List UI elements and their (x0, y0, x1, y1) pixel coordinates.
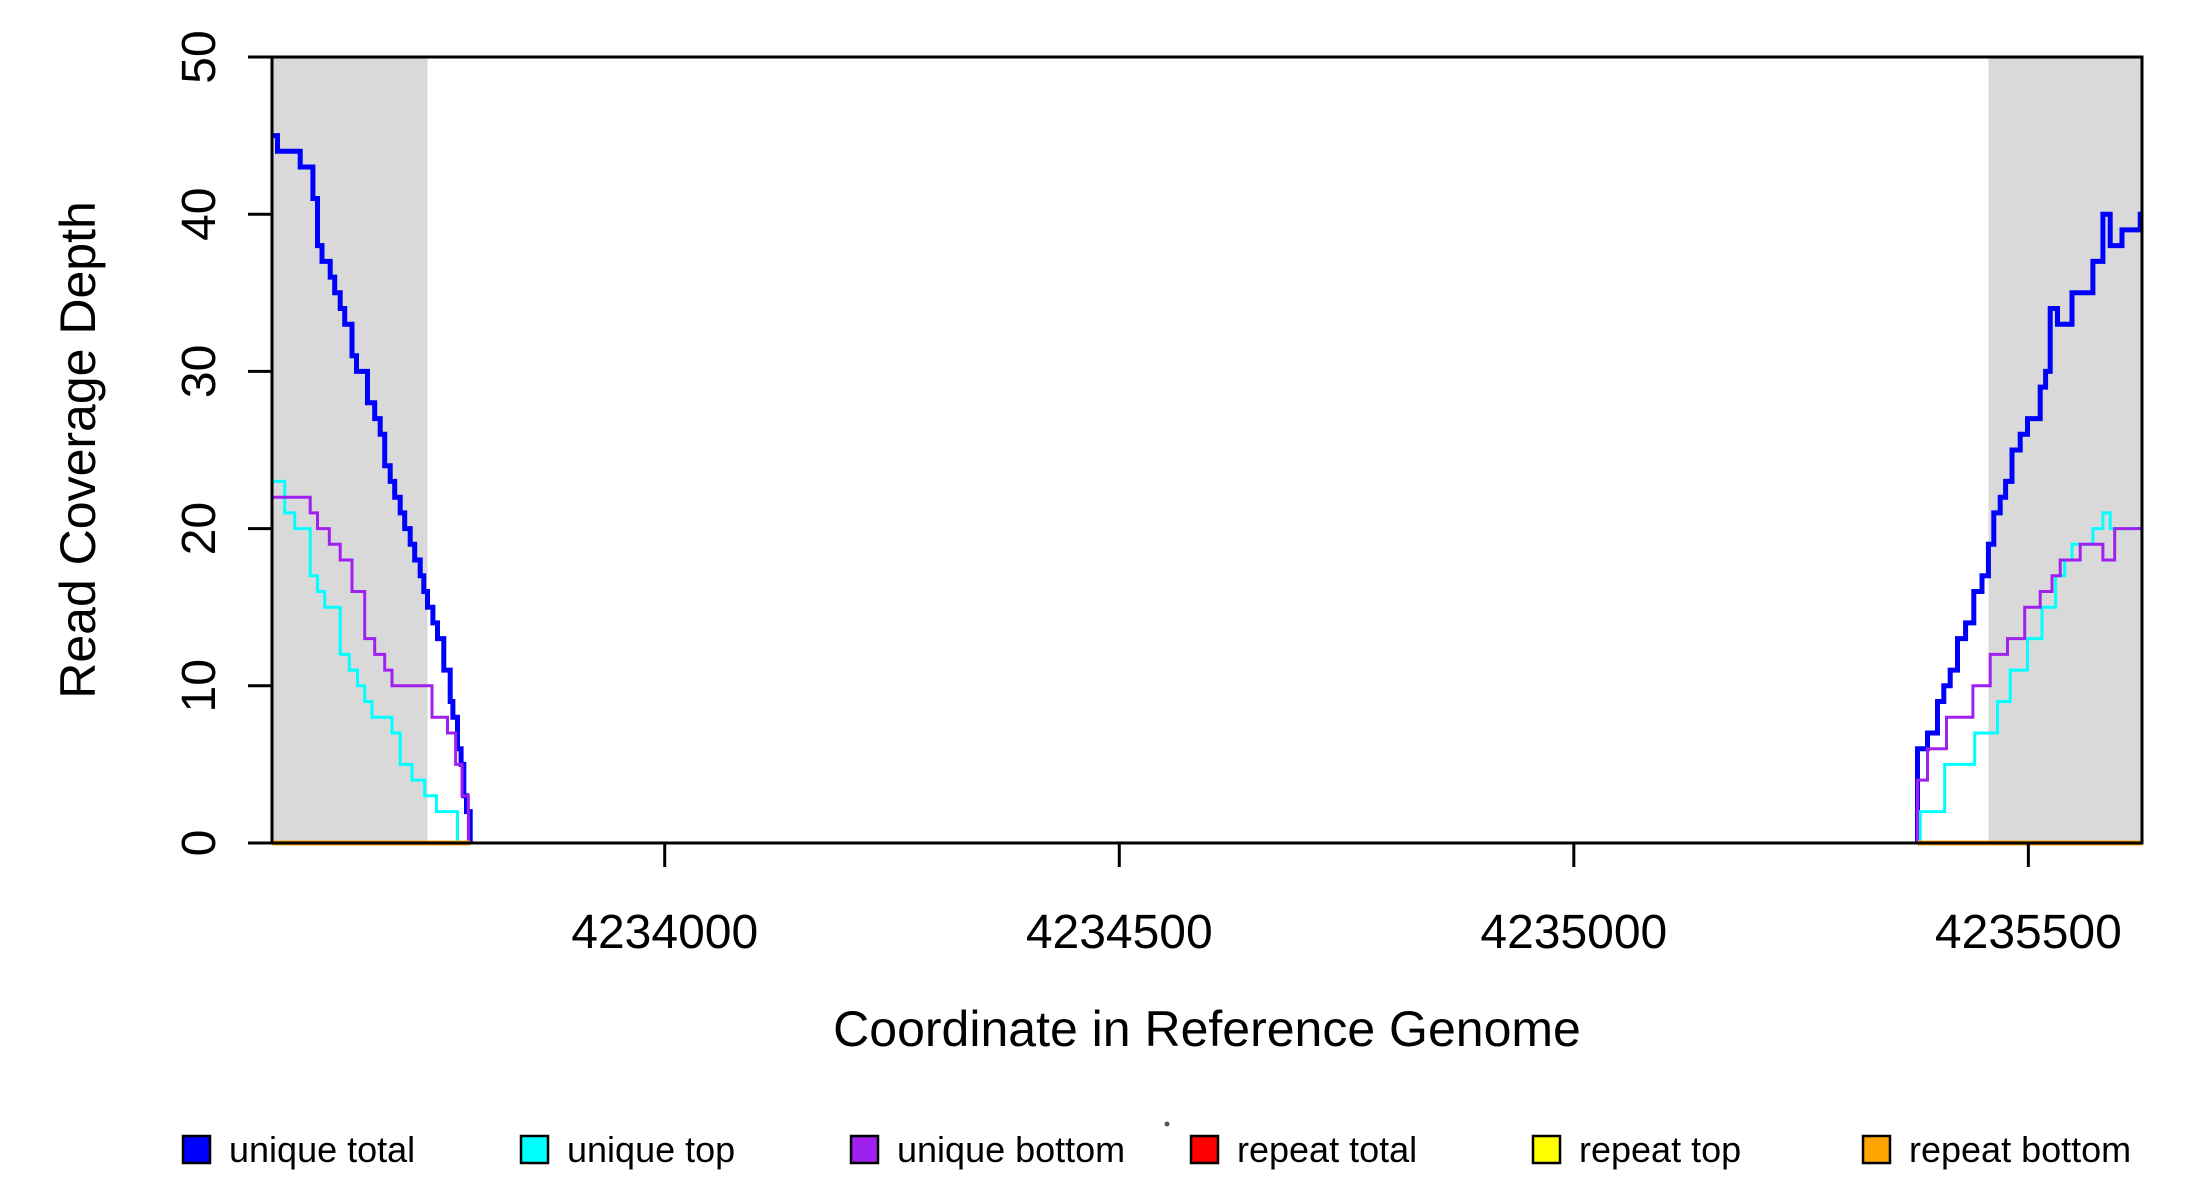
x-tick-label-4235500: 4235500 (1935, 906, 2122, 959)
legend-swatch-repeat-top (1531, 1134, 1562, 1165)
legend-swatch-repeat-bottom (1861, 1134, 1892, 1165)
legend-label-repeat-total: repeat total (1237, 1129, 1417, 1170)
legend-swatch-repeat-total (1189, 1134, 1220, 1165)
legend-label-unique-top: unique top (567, 1129, 735, 1170)
legend-label-unique-total: unique total (229, 1129, 415, 1170)
y-tick-label-0: 0 (173, 830, 226, 857)
y-tick-label-10: 10 (173, 659, 226, 712)
x-tick-label-4234500: 4234500 (1026, 906, 1213, 959)
series-unique-total-segment-1 (1915, 211, 2142, 843)
legend-swatch-unique-total (181, 1134, 212, 1165)
stray-dot-artifact (1164, 1121, 1170, 1127)
y-axis-title: Read Coverage Depth (50, 201, 106, 699)
series-unique-top-segment-0 (272, 479, 459, 843)
legend-label-repeat-bottom: repeat bottom (1909, 1129, 2131, 1170)
x-tick-label-4235000: 4235000 (1480, 906, 1667, 959)
legend-label-unique-bottom: unique bottom (897, 1129, 1125, 1170)
y-tick-label-30: 30 (173, 345, 226, 398)
series-unique-total-segment-0 (272, 133, 473, 843)
legend-swatch-unique-top (519, 1134, 550, 1165)
repeat-region-left-band (272, 57, 428, 843)
legend-label-repeat-top: repeat top (1579, 1129, 1741, 1170)
legend-swatch-unique-bottom (849, 1134, 880, 1165)
series-unique-top-segment-1 (1918, 511, 2142, 843)
x-tick-label-4234000: 4234000 (571, 906, 758, 959)
series-unique-bottom-segment-0 (272, 495, 2142, 845)
y-tick-label-20: 20 (173, 502, 226, 555)
y-tick-label-50: 50 (173, 30, 226, 83)
series-layer (272, 133, 2142, 846)
y-tick-label-40: 40 (173, 188, 226, 241)
plot-border (270, 55, 2144, 845)
x-axis-title: Coordinate in Reference Genome (833, 1001, 1581, 1057)
